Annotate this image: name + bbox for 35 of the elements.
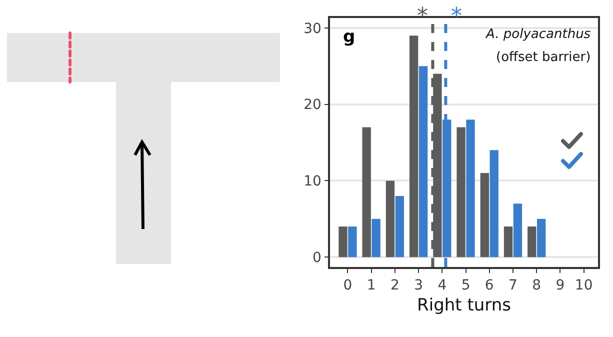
x-tick-label: 4	[438, 278, 447, 294]
x-tick-label: 8	[532, 278, 542, 294]
annotation: (offset barrier)	[496, 50, 591, 65]
bar	[348, 226, 357, 258]
bar	[409, 36, 418, 258]
y-tick-label: 30	[304, 20, 322, 37]
x-tick-label: 5	[461, 278, 470, 294]
x-tick-label: 6	[484, 278, 494, 294]
y-tick-label: 0	[312, 250, 322, 266]
x-tick-label: 2	[390, 278, 400, 294]
x-tick-label: 3	[414, 278, 424, 294]
bar	[395, 196, 404, 258]
bar	[418, 66, 428, 258]
bar	[513, 204, 522, 258]
bar	[372, 218, 380, 258]
annotation: A. polyacanthus	[485, 27, 591, 42]
bar	[480, 173, 490, 258]
bar	[386, 180, 395, 258]
bar	[338, 226, 348, 258]
y-tick-label: 20	[304, 97, 322, 114]
bar	[490, 150, 498, 258]
bar	[528, 226, 536, 258]
bar	[504, 226, 513, 258]
bar	[536, 218, 546, 258]
x-tick-label: 7	[508, 278, 518, 294]
x-axis-title: Right turns	[417, 295, 512, 316]
annotation: g	[343, 27, 356, 47]
bar	[456, 127, 466, 258]
x-tick-label: 0	[343, 278, 352, 294]
bar	[362, 127, 371, 258]
x-tick-label: 10	[574, 278, 593, 294]
x-tick-label: 1	[366, 278, 376, 294]
x-tick-label: 9	[556, 278, 565, 294]
bar	[466, 120, 475, 258]
y-tick-label: 10	[304, 174, 322, 190]
